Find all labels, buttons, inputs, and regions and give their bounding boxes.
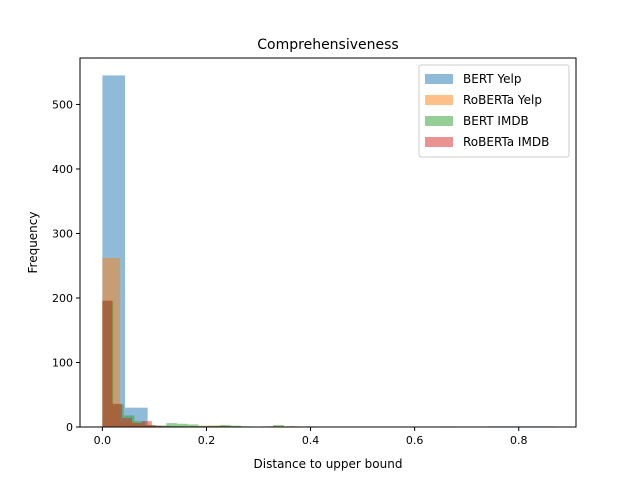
bar-roberta-imdb-3 — [132, 423, 142, 427]
legend: BERT Yelp RoBERTa Yelp BERT IMDB RoBERTa IM… — [418, 64, 570, 158]
bar-roberta-imdb-4 — [141, 421, 152, 427]
chart-title: Comprehensiveness — [257, 37, 398, 53]
legend-swatch-roberta-imdb — [425, 137, 453, 147]
legend-label-bert-yelp: BERT Yelp — [463, 72, 522, 86]
bar-bert-imdb-6 — [166, 423, 178, 427]
legend-label-roberta-yelp: RoBERTa Yelp — [463, 93, 542, 107]
bar-roberta-imdb-1 — [112, 403, 123, 427]
x-tick-label: 0.8 — [510, 434, 528, 447]
legend-swatch-bert-yelp — [425, 74, 453, 84]
bar-roberta-imdb-5 — [151, 425, 162, 427]
y-tick-label: 200 — [52, 292, 73, 305]
bar-roberta-imdb-2 — [122, 417, 133, 427]
bar-bert-imdb-11 — [219, 425, 231, 427]
y-tick-label: 100 — [52, 356, 73, 369]
legend-label-bert-imdb: BERT IMDB — [463, 114, 529, 128]
y-axis: 0 100 200 300 400 500 — [52, 98, 80, 434]
x-tick-label: 0.0 — [94, 434, 112, 447]
legend-swatch-bert-imdb — [425, 116, 453, 126]
legend-frame — [418, 64, 570, 158]
bar-roberta-imdb-0 — [102, 300, 113, 427]
legend-label-roberta-imdb: RoBERTa IMDB — [463, 135, 549, 149]
x-tick-label: 0.4 — [302, 434, 320, 447]
x-tick-label: 0.6 — [406, 434, 424, 447]
y-axis-label: Frequency — [26, 212, 40, 274]
y-tick-label: 400 — [52, 163, 73, 176]
bar-bert-imdb-8 — [187, 424, 199, 427]
x-tick-label: 0.2 — [198, 434, 216, 447]
legend-swatch-roberta-yelp — [425, 95, 453, 105]
plot-frame — [79, 57, 577, 428]
bar-bert-imdb-16 — [273, 425, 284, 427]
y-tick-label: 500 — [52, 98, 73, 111]
y-tick-label: 0 — [66, 421, 73, 434]
x-axis: 0.0 0.2 0.4 0.6 0.8 — [94, 427, 528, 447]
x-axis-label: Distance to upper bound — [254, 457, 403, 471]
bar-bert-imdb-12 — [230, 425, 242, 427]
y-tick-label: 300 — [52, 227, 73, 240]
bar-bert-imdb-7 — [177, 423, 188, 427]
